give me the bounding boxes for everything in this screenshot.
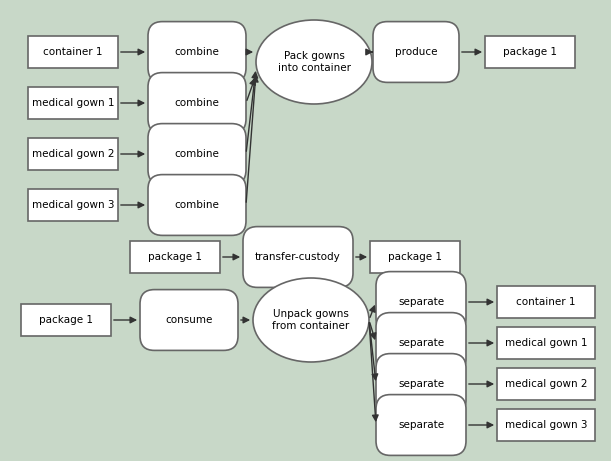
FancyBboxPatch shape <box>148 22 246 83</box>
FancyBboxPatch shape <box>148 124 246 184</box>
Text: transfer-custody: transfer-custody <box>255 252 341 262</box>
Text: medical gown 2: medical gown 2 <box>32 149 114 159</box>
Ellipse shape <box>256 20 372 104</box>
Bar <box>28 87 118 119</box>
Bar <box>28 36 118 68</box>
Text: container 1: container 1 <box>516 297 576 307</box>
Text: combine: combine <box>175 47 219 57</box>
FancyBboxPatch shape <box>376 313 466 373</box>
Bar <box>497 409 595 441</box>
Text: Unpack gowns
from container: Unpack gowns from container <box>273 309 349 331</box>
FancyBboxPatch shape <box>243 227 353 287</box>
FancyBboxPatch shape <box>376 272 466 332</box>
Text: medical gown 3: medical gown 3 <box>32 200 114 210</box>
Text: package 1: package 1 <box>503 47 557 57</box>
Text: combine: combine <box>175 200 219 210</box>
Text: medical gown 1: medical gown 1 <box>505 338 587 348</box>
Text: package 1: package 1 <box>148 252 202 262</box>
Text: Pack gowns
into container: Pack gowns into container <box>277 51 351 73</box>
Text: package 1: package 1 <box>39 315 93 325</box>
Bar <box>28 189 118 221</box>
Text: produce: produce <box>395 47 437 57</box>
Text: separate: separate <box>398 420 444 430</box>
Text: separate: separate <box>398 379 444 389</box>
Bar <box>21 304 111 336</box>
Text: package 1: package 1 <box>388 252 442 262</box>
Text: medical gown 2: medical gown 2 <box>505 379 587 389</box>
Bar <box>497 368 595 400</box>
FancyBboxPatch shape <box>148 72 246 133</box>
Bar <box>370 241 460 273</box>
Text: separate: separate <box>398 297 444 307</box>
Text: medical gown 3: medical gown 3 <box>505 420 587 430</box>
Text: combine: combine <box>175 149 219 159</box>
Bar <box>497 327 595 359</box>
Bar <box>130 241 220 273</box>
FancyBboxPatch shape <box>373 22 459 83</box>
Bar <box>497 286 595 318</box>
Text: separate: separate <box>398 338 444 348</box>
FancyBboxPatch shape <box>376 354 466 414</box>
Text: combine: combine <box>175 98 219 108</box>
FancyBboxPatch shape <box>140 290 238 350</box>
Ellipse shape <box>253 278 369 362</box>
FancyBboxPatch shape <box>148 175 246 236</box>
Bar <box>28 138 118 170</box>
Bar <box>485 36 575 68</box>
Text: container 1: container 1 <box>43 47 103 57</box>
FancyBboxPatch shape <box>376 395 466 455</box>
Text: medical gown 1: medical gown 1 <box>32 98 114 108</box>
Text: consume: consume <box>166 315 213 325</box>
